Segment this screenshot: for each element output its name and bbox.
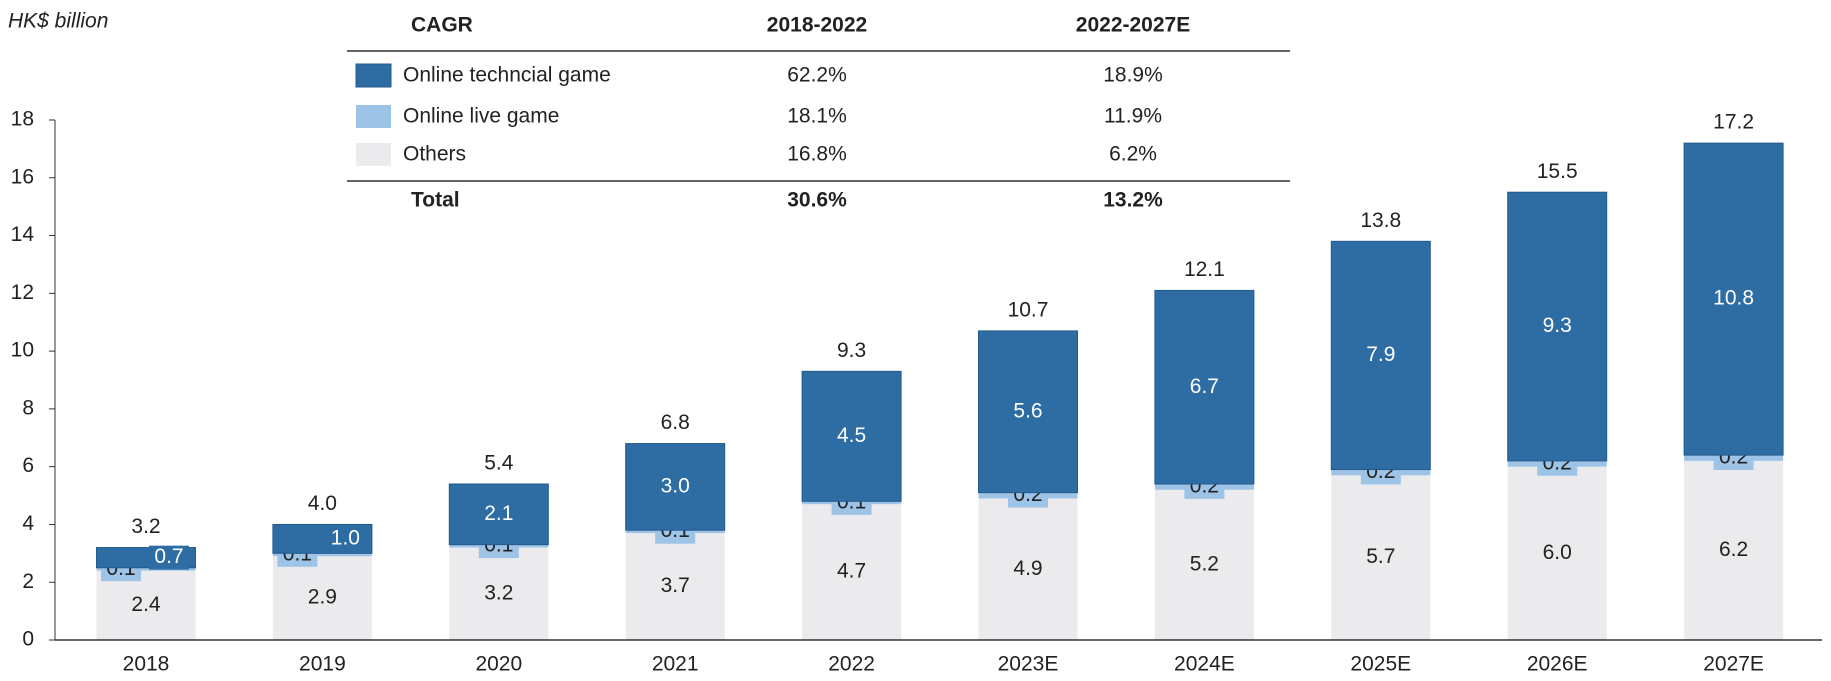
bar-segment	[801, 370, 902, 502]
total-label: 12.1	[1184, 258, 1225, 281]
segment-label: 9.3	[1543, 314, 1572, 337]
bar-segment	[1331, 475, 1431, 640]
bar-segment	[802, 504, 902, 640]
segment-label: 6.0	[1543, 541, 1572, 564]
y-tick-label: 10	[11, 339, 34, 362]
y-tick-label: 0	[22, 628, 34, 651]
segment-label: 3.2	[484, 581, 513, 604]
bar-segment	[1154, 489, 1254, 640]
bar-segment	[448, 483, 549, 546]
legend-swatch	[356, 143, 391, 166]
table-header: 2018-2022	[767, 14, 867, 37]
table-header: CAGR	[411, 14, 473, 37]
bar-segment	[96, 567, 196, 571]
bar-segment	[1154, 289, 1255, 485]
segment-label: 2.9	[308, 586, 337, 609]
x-tick-label: 2027E	[1703, 653, 1764, 676]
segment-label: 4.9	[1013, 557, 1042, 580]
y-axis-label: HK$ billion	[8, 10, 108, 33]
segment-label: 1.0	[331, 526, 360, 549]
segment-label: 6.2	[1719, 538, 1748, 561]
bar-segment	[978, 330, 1078, 494]
segment-label: 5.6	[1013, 399, 1042, 422]
label-box	[149, 545, 189, 570]
bar-segment	[625, 533, 725, 640]
bar-segment	[1507, 466, 1607, 640]
segment-label: 2.1	[484, 502, 513, 525]
bar-segment	[272, 556, 372, 640]
total-label: 15.5	[1537, 160, 1578, 183]
table-header: 2022-2027E	[1076, 14, 1190, 37]
x-tick-label: 2018	[123, 653, 170, 676]
x-tick-label: 2021	[652, 653, 699, 676]
y-tick-label: 2	[22, 570, 34, 593]
table-cell: 18.1%	[787, 105, 847, 128]
legend-swatch	[355, 63, 392, 88]
x-tick-label: 2023E	[998, 653, 1059, 676]
table-cell: 62.2%	[787, 64, 847, 87]
segment-label: 2.4	[131, 593, 161, 616]
x-tick-label: 2024E	[1174, 653, 1235, 676]
bar-segment	[449, 547, 549, 640]
legend-swatch	[356, 105, 391, 128]
table-cell: 11.9%	[1104, 105, 1162, 128]
segment-label: 4.7	[837, 560, 866, 583]
segment-label: 0.7	[154, 545, 183, 568]
segment-label: 6.7	[1190, 375, 1219, 398]
table-total: 13.2%	[1103, 189, 1163, 212]
bar-segment	[1683, 142, 1784, 456]
segment-label: 5.7	[1366, 545, 1395, 568]
bar-segment	[1507, 191, 1608, 462]
total-label: 6.8	[661, 411, 690, 434]
segment-label: 3.7	[661, 574, 690, 597]
segment-label: 5.2	[1190, 552, 1219, 575]
y-tick-label: 8	[22, 396, 34, 419]
y-tick-label: 14	[11, 223, 35, 246]
y-tick-label: 4	[22, 512, 34, 535]
segment-label: 7.9	[1366, 343, 1395, 366]
bar-segment	[272, 553, 372, 557]
x-tick-label: 2022	[828, 653, 875, 676]
table-cell: 6.2%	[1109, 143, 1157, 166]
total-label: 3.2	[131, 515, 160, 538]
table-cell: 18.9%	[1103, 64, 1163, 87]
label-box	[325, 526, 366, 551]
total-label: 4.0	[308, 492, 337, 515]
bar-segment	[96, 570, 196, 640]
total-label: 5.4	[484, 452, 514, 475]
total-label: 9.3	[837, 339, 866, 362]
total-label: 13.8	[1360, 209, 1401, 232]
x-tick-label: 2019	[299, 653, 346, 676]
y-tick-label: 16	[11, 165, 34, 188]
total-label: 10.7	[1008, 298, 1049, 321]
x-tick-label: 2020	[475, 653, 522, 676]
table-cell: 16.8%	[787, 143, 847, 166]
total-label: 17.2	[1713, 111, 1754, 134]
bar-segment	[978, 498, 1078, 640]
table-total: Total	[411, 189, 460, 212]
legend-label: Online techncial game	[403, 64, 611, 87]
legend-label: Online live game	[403, 105, 559, 128]
segment-label: 10.8	[1713, 287, 1754, 310]
bar-segment	[625, 443, 726, 531]
y-tick-label: 18	[11, 108, 34, 131]
bar-segment	[1330, 240, 1431, 471]
segment-label: 3.0	[661, 474, 690, 497]
table-total: 30.6%	[787, 189, 847, 212]
segment-label: 4.5	[837, 424, 866, 447]
bar-segment	[1684, 460, 1784, 640]
y-tick-label: 6	[22, 454, 34, 477]
x-tick-label: 2026E	[1527, 653, 1588, 676]
legend-label: Others	[403, 143, 466, 166]
x-tick-label: 2025E	[1350, 653, 1411, 676]
y-tick-label: 12	[11, 281, 34, 304]
